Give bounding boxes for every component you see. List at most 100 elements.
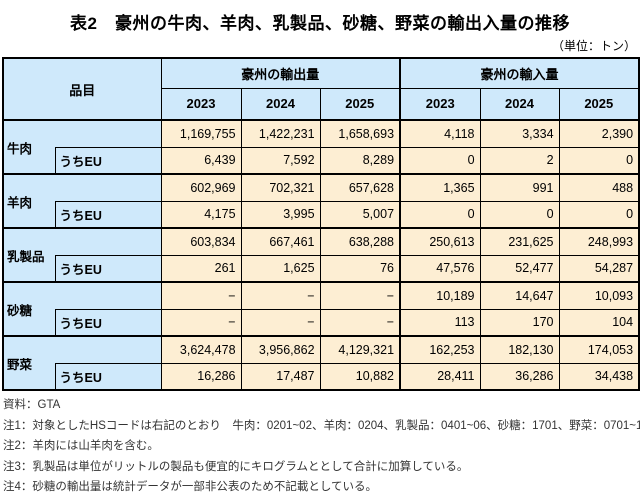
cell-value: 3,624,478 (160, 335, 242, 364)
unit-note: （単位：トン） (551, 39, 636, 53)
cell-value: 170 (479, 308, 560, 337)
table-row-beef-eu: うちEU 6,439 7,592 8,289 0 2 0 (3, 146, 640, 175)
cell-value: 1,365 (399, 173, 481, 202)
cell-value: 1,422,231 (240, 119, 321, 148)
header-export-year-2024: 2024 (240, 87, 321, 121)
cell-value: − (240, 281, 321, 310)
cell-value: − (160, 281, 242, 310)
cell-value: 0 (479, 200, 560, 229)
cell-value: 2 (479, 146, 560, 175)
table-row-sugar-eu: うちEU − − − 113 170 104 (3, 308, 640, 337)
cell-value: − (319, 281, 401, 310)
footnotes: 資料：GTA 注1：対象としたHSコードは右記のとおり 牛肉：0201~02、羊… (3, 396, 640, 494)
table-row-vegetables-main: 野菜 3,624,478 3,956,862 4,129,321 162,253… (2, 335, 640, 391)
header-export-group: 豪州の輸出量 (160, 57, 401, 89)
sub-label-eu: うちEU (54, 200, 162, 229)
item-spacer (55, 227, 162, 256)
sub-label-eu: うちEU (54, 146, 162, 175)
cell-value: 0 (558, 200, 640, 229)
cell-value: 248,993 (558, 227, 640, 256)
cell-value: 6,439 (160, 146, 242, 175)
cell-value: 8,289 (319, 146, 401, 175)
cell-value: 34,438 (558, 362, 640, 391)
table-row-lamb-main: 羊肉 602,969 702,321 657,628 1,365 991 488 (2, 173, 640, 229)
cell-value: 1,625 (240, 254, 321, 283)
table-row-dairy-main: 乳製品 603,834 667,461 638,288 250,613 231,… (2, 227, 640, 283)
header-import-year-2025: 2025 (558, 87, 640, 121)
sub-label-eu: うちEU (54, 362, 162, 391)
item-label-sugar: 砂糖 (2, 281, 55, 337)
item-spacer (55, 119, 162, 148)
item-label-lamb: 羊肉 (2, 173, 55, 229)
cell-value: 10,189 (399, 281, 481, 310)
cell-value: 5,007 (319, 200, 401, 229)
item-spacer (55, 281, 162, 310)
cell-value: 4,175 (160, 200, 242, 229)
footnote-4: 注4：砂糖の輸出量は統計データが一部非公表のため不記載としている。 (3, 481, 378, 493)
cell-value: 667,461 (240, 227, 321, 256)
cell-value: 231,625 (479, 227, 560, 256)
cell-value: 0 (399, 200, 481, 229)
cell-value: 7,592 (240, 146, 321, 175)
cell-value: 54,287 (558, 254, 640, 283)
table-row-lamb-eu: うちEU 4,175 3,995 5,007 0 0 0 (3, 200, 640, 229)
item-spacer (55, 173, 162, 202)
cell-value: − (319, 308, 401, 337)
sub-label-eu: うちEU (54, 308, 162, 337)
item-label-beef: 牛肉 (2, 119, 55, 175)
cell-value: 10,093 (558, 281, 640, 310)
cell-value: 1,169,755 (160, 119, 242, 148)
cell-value: 3,334 (479, 119, 560, 148)
cell-value: 1,658,693 (319, 119, 401, 148)
cell-value: 17,487 (240, 362, 321, 391)
footnote-1: 注1：対象としたHSコードは右記のとおり 牛肉：0201~02、羊肉：0204、… (3, 419, 640, 432)
cell-value: 657,628 (319, 173, 401, 202)
cell-value: 14,647 (479, 281, 560, 310)
page-title: 表2 豪州の牛肉、羊肉、乳製品、砂糖、野菜の輸出入量の推移 (70, 14, 570, 33)
cell-value: 113 (399, 308, 481, 337)
cell-value: 76 (319, 254, 401, 283)
footnote-3: 注3：乳製品は単位がリットルの製品も便宜的にキログラムととして合計に加算している… (3, 460, 469, 473)
sub-label-eu: うちEU (54, 254, 162, 283)
header-import-group: 豪州の輸入量 (399, 57, 640, 89)
cell-value: 0 (399, 146, 481, 175)
header-import-year-2024: 2024 (479, 87, 560, 121)
footnote-2: 注2：羊肉には山羊肉を含む。 (3, 440, 159, 452)
item-label-dairy: 乳製品 (2, 227, 55, 283)
cell-value: 16,286 (160, 362, 242, 391)
cell-value: 602,969 (160, 173, 242, 202)
cell-value: 702,321 (240, 173, 321, 202)
cell-value: 174,053 (558, 335, 640, 364)
cell-value: − (240, 308, 321, 337)
header-import-year-2023: 2023 (399, 87, 481, 121)
commodity-trade-table: 品目 豪州の輸出量 豪州の輸入量 2023 2024 2025 2023 202… (2, 57, 640, 391)
item-label-vegetables: 野菜 (2, 335, 55, 391)
cell-value: 52,477 (479, 254, 560, 283)
cell-value: 3,995 (240, 200, 321, 229)
cell-value: 182,130 (479, 335, 560, 364)
table-row-vegetables-eu: うちEU 16,286 17,487 10,882 28,411 36,286 … (3, 362, 640, 391)
cell-value: 991 (479, 173, 560, 202)
table-row-dairy-eu: うちEU 261 1,625 76 47,576 52,477 54,287 (3, 254, 640, 283)
cell-value: 4,129,321 (319, 335, 401, 364)
cell-value: 638,288 (319, 227, 401, 256)
cell-value: 28,411 (399, 362, 481, 391)
cell-value: 3,956,862 (240, 335, 321, 364)
cell-value: 47,576 (399, 254, 481, 283)
cell-value: − (160, 308, 242, 337)
cell-value: 603,834 (160, 227, 242, 256)
item-spacer (55, 335, 162, 364)
cell-value: 2,390 (558, 119, 640, 148)
header-item: 品目 (2, 57, 162, 121)
source-note: 資料：GTA (3, 399, 61, 411)
header-export-year-2023: 2023 (160, 87, 242, 121)
cell-value: 488 (558, 173, 640, 202)
cell-value: 261 (160, 254, 242, 283)
cell-value: 36,286 (479, 362, 560, 391)
cell-value: 250,613 (399, 227, 481, 256)
cell-value: 0 (558, 146, 640, 175)
table-row-sugar-main: 砂糖 − − − 10,189 14,647 10,093 (2, 281, 640, 337)
table-row-beef-main: 牛肉 1,169,755 1,422,231 1,658,693 4,118 3… (2, 119, 640, 175)
cell-value: 162,253 (399, 335, 481, 364)
cell-value: 10,882 (319, 362, 401, 391)
